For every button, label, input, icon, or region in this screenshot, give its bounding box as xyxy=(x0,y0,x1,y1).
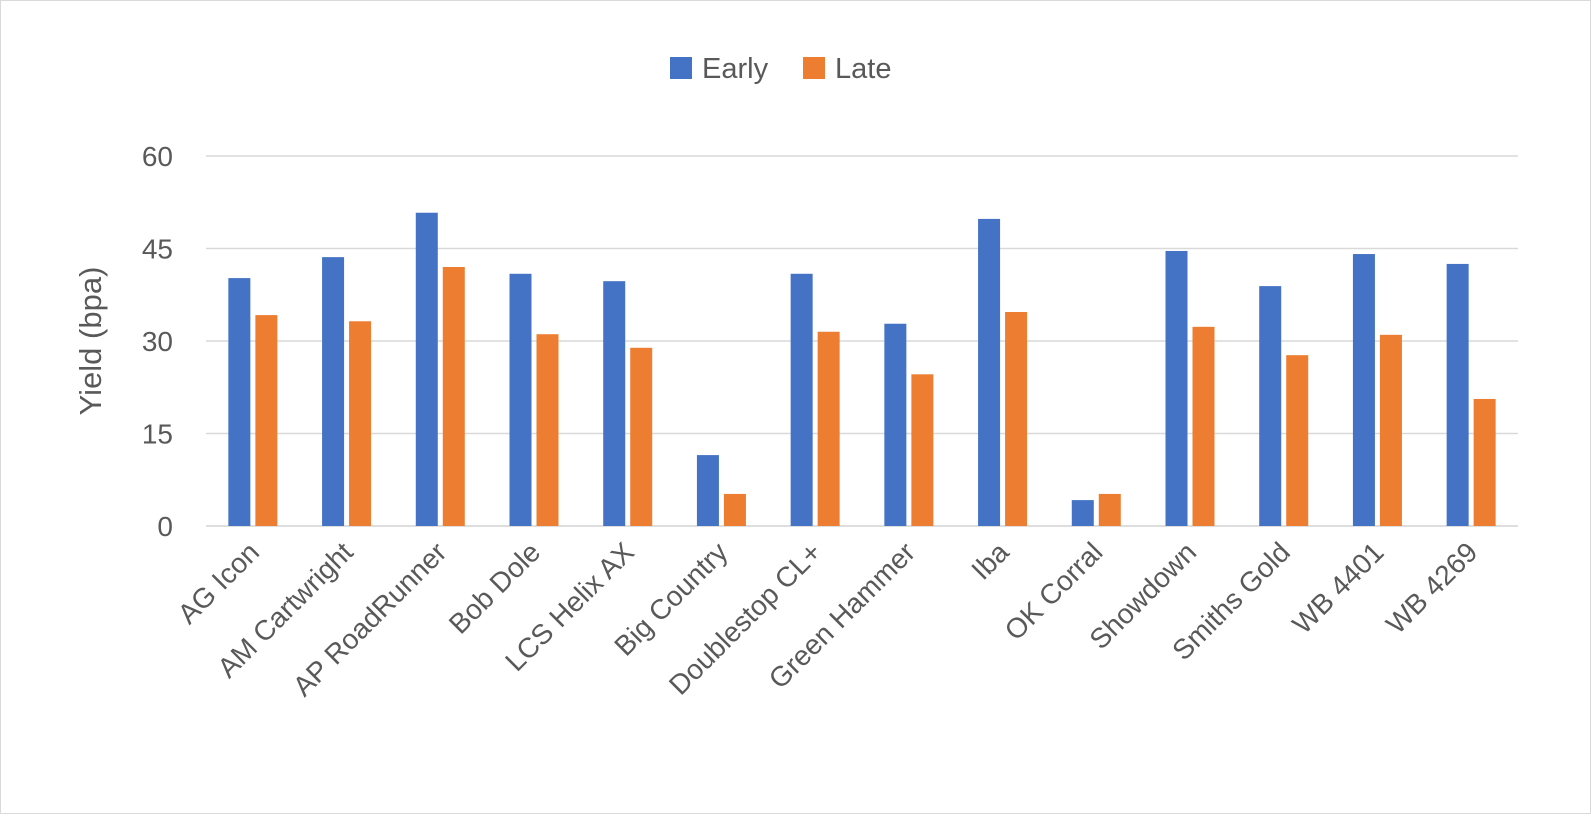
bar-early xyxy=(1071,500,1094,526)
x-tick-label: AG Icon xyxy=(172,536,265,629)
bar-late xyxy=(1005,312,1028,526)
bar-late xyxy=(630,347,653,526)
x-tick-label: Iba xyxy=(965,536,1015,586)
bar-early xyxy=(884,323,907,526)
legend-label-early: Early xyxy=(702,53,769,85)
bar-early xyxy=(322,257,345,526)
bar-early xyxy=(1165,250,1188,526)
bar-late xyxy=(817,331,840,526)
bar-late xyxy=(1192,326,1215,526)
y-axis-label: Yield (bpa) xyxy=(73,267,108,416)
bar-early xyxy=(603,281,626,526)
y-tick-label: 60 xyxy=(142,141,173,172)
legend-label-late: Late xyxy=(835,53,891,85)
bar-late xyxy=(1473,398,1496,526)
legend-swatch-early xyxy=(670,57,692,79)
bar-late xyxy=(536,334,559,526)
x-tick-label: WB 4401 xyxy=(1286,536,1389,639)
legend-swatch-late xyxy=(803,57,825,79)
bar-late xyxy=(442,267,465,526)
bar-late xyxy=(255,315,278,526)
bar-early xyxy=(1259,286,1282,526)
y-tick-label: 0 xyxy=(157,511,173,542)
bar-early xyxy=(1352,254,1375,527)
bar-early xyxy=(1446,263,1469,526)
bar-early xyxy=(790,273,813,526)
bar-early xyxy=(228,278,251,526)
bar-late xyxy=(1098,493,1121,526)
bar-early xyxy=(978,218,1001,526)
bar-early xyxy=(415,212,438,526)
bar-late xyxy=(1379,334,1402,526)
bar-late xyxy=(723,493,746,526)
y-tick-label: 30 xyxy=(142,326,173,357)
bar-late xyxy=(349,321,372,526)
bar-early xyxy=(696,455,719,526)
y-tick-label: 45 xyxy=(142,234,173,265)
bar-early xyxy=(509,273,532,526)
bar-late xyxy=(911,374,934,526)
x-tick-label: WB 4269 xyxy=(1380,536,1483,639)
bar-late xyxy=(1286,355,1309,526)
y-tick-label: 15 xyxy=(142,419,173,450)
